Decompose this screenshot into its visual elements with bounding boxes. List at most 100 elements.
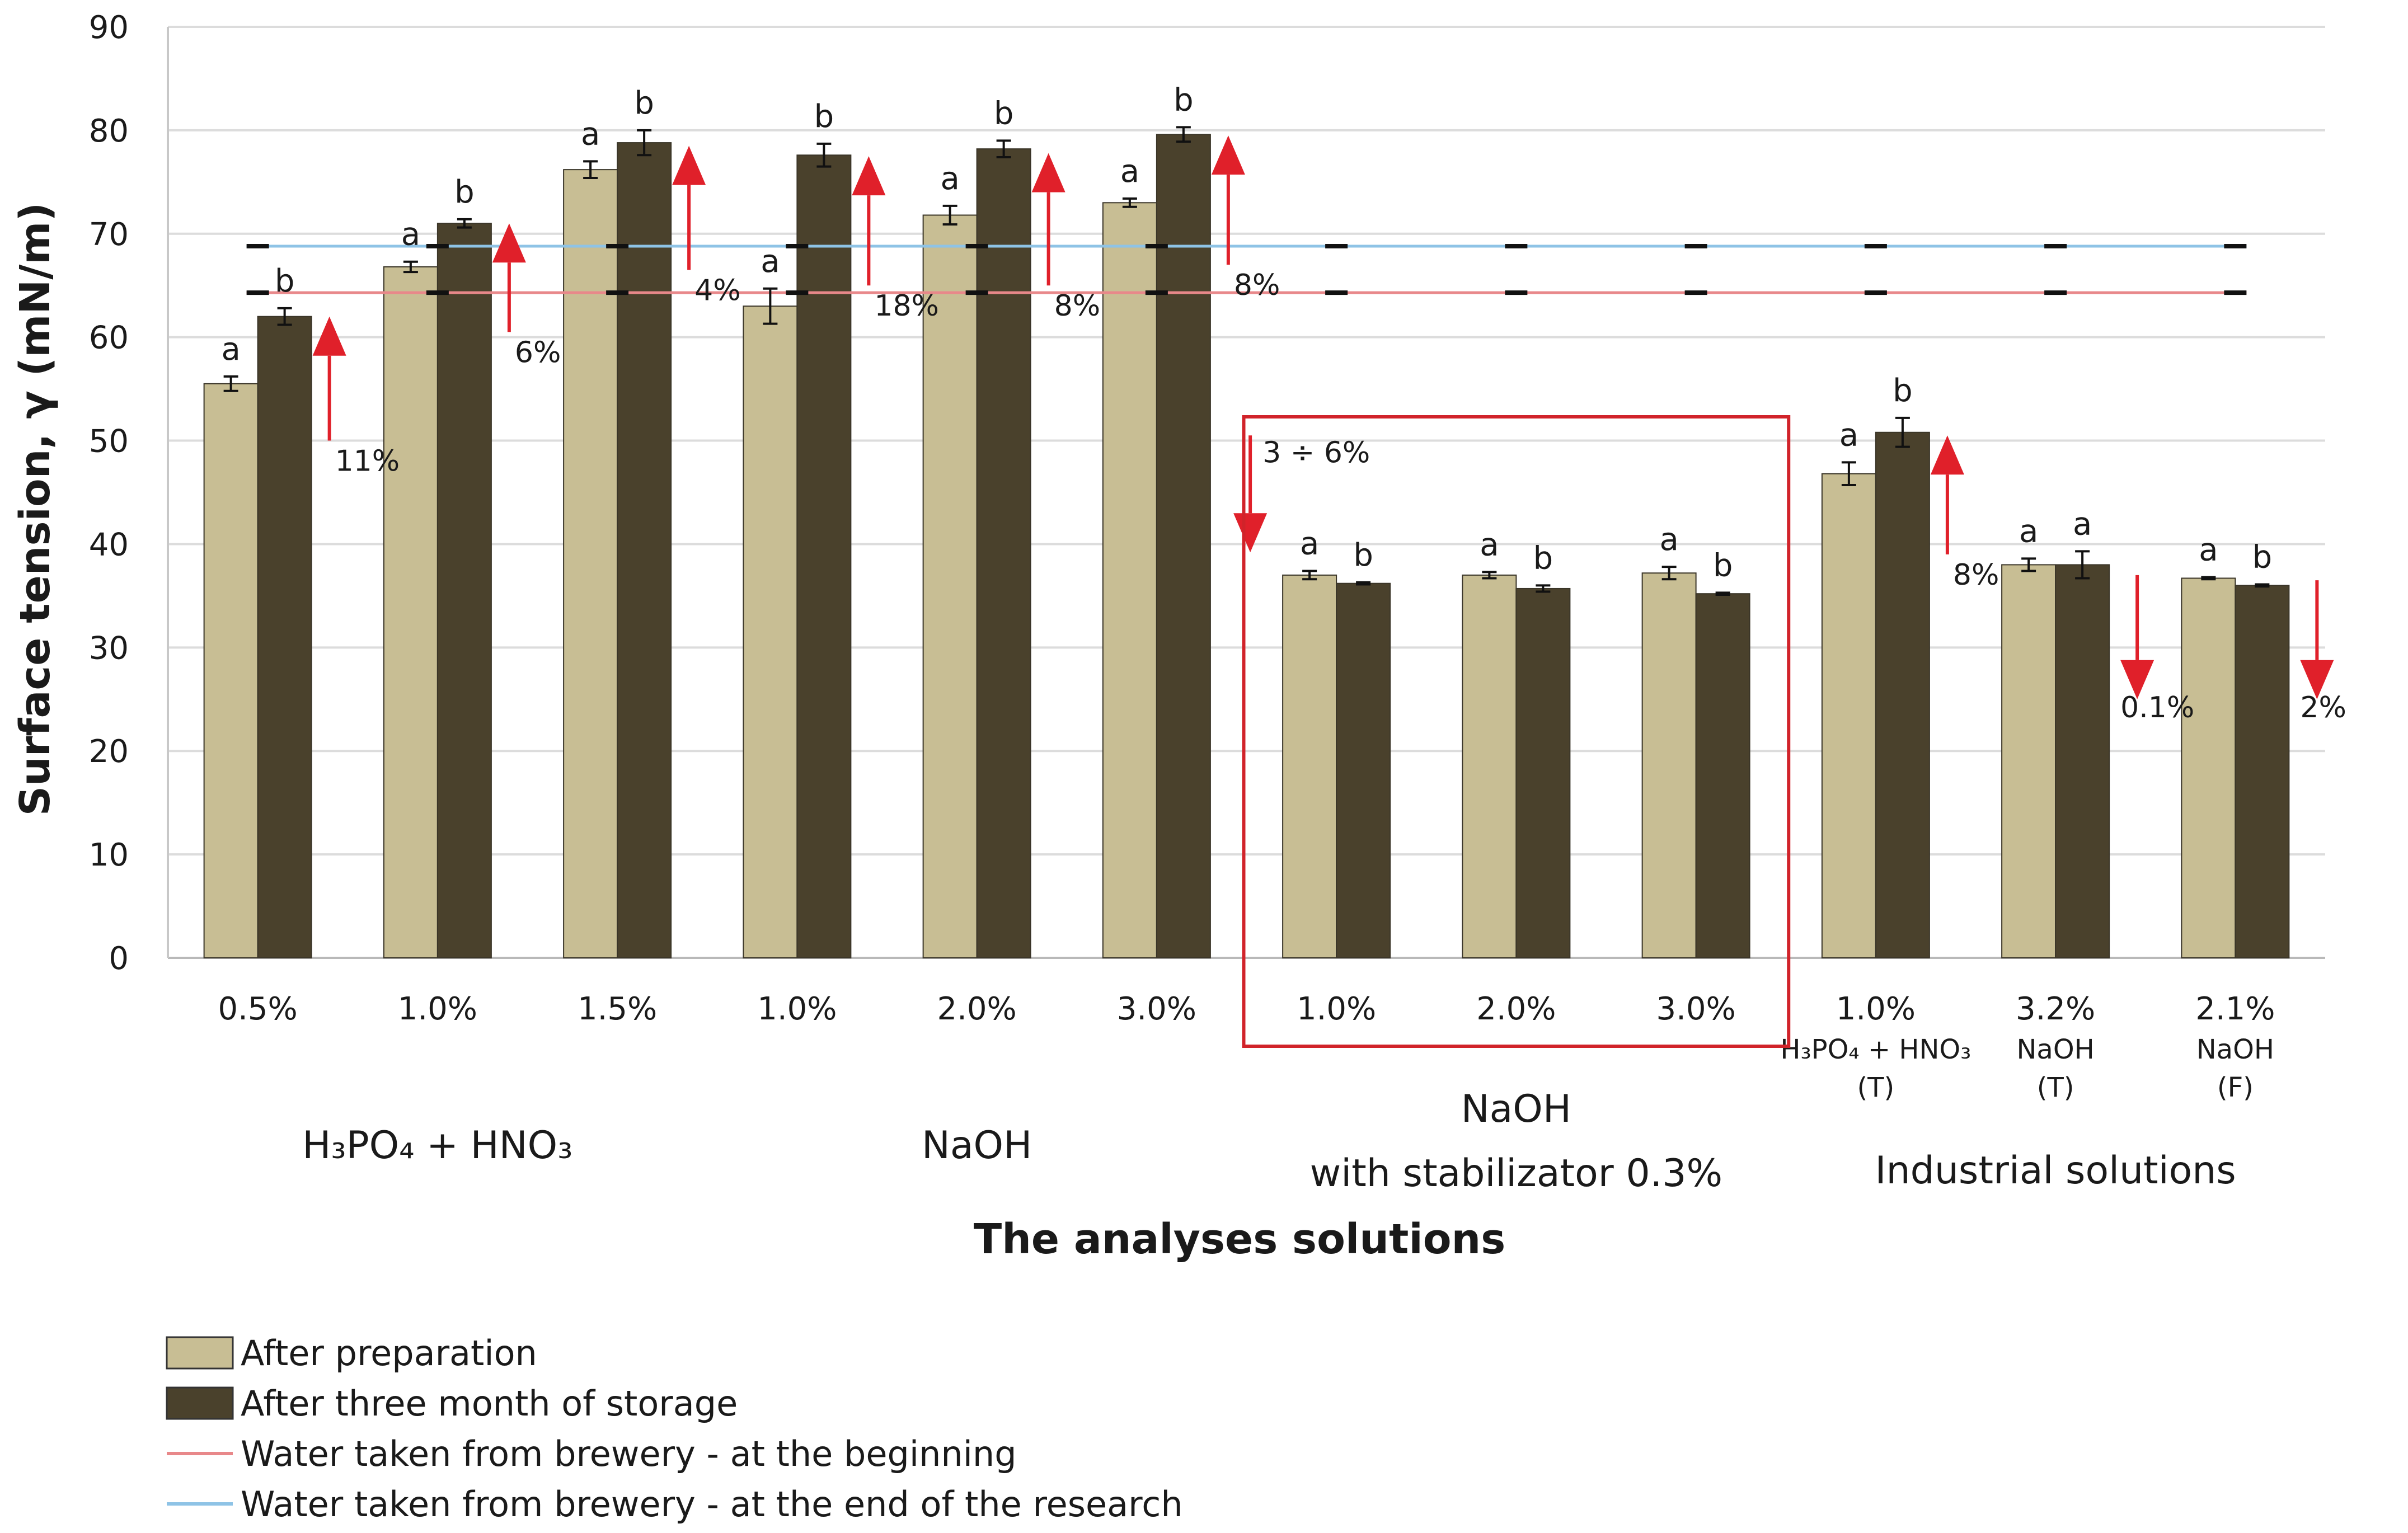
legend-label: After preparation	[241, 1333, 537, 1374]
bars	[203, 134, 2290, 959]
y-tick-label: 90	[89, 10, 129, 46]
x-category-sublabel: NaOH	[2196, 1034, 2274, 1065]
bar-after-preparation	[2181, 577, 2236, 958]
change-percent-label: 3 ÷ 6%	[1262, 436, 1370, 469]
y-tick-label: 0	[109, 941, 129, 977]
x-category-label: 1.0%	[757, 991, 837, 1027]
significance-letter: b	[1174, 82, 1194, 118]
legend: After preparation After three month of st…	[166, 1333, 1183, 1525]
significance-letter: a	[2019, 513, 2038, 549]
change-percent-label: 8%	[1234, 269, 1280, 302]
bar-after-storage	[617, 142, 672, 958]
change-arrow-head	[312, 316, 346, 356]
bar-after-preparation	[2001, 564, 2057, 958]
x-category-sublabel: H₃PO₄ + HNO₃	[1780, 1034, 1971, 1065]
change-arrow-head	[2120, 660, 2154, 699]
group-label: with stabilizator 0.3%	[1310, 1151, 1722, 1196]
significance-letter: b	[2252, 539, 2273, 576]
significance-letter: b	[994, 95, 1014, 131]
change-arrows: 11% 6% 4% 18% 8% 8% 3 ÷ 6% 8% 0.1% 2%	[312, 135, 2346, 725]
group-label: Industrial solutions	[1875, 1149, 2236, 1193]
y-tick-label: 20	[89, 733, 129, 770]
bar-after-preparation	[922, 214, 978, 958]
bar-after-preparation	[1641, 572, 1697, 959]
significance-letter: b	[1713, 547, 1733, 584]
bar-after-storage	[2235, 585, 2290, 958]
significance-letter: a	[1839, 417, 1858, 453]
bar-after-storage	[2055, 564, 2110, 958]
x-category-sublabel: (T)	[2037, 1072, 2074, 1103]
bar-after-storage	[1336, 582, 1391, 959]
y-axis-ticks: 0 10 20 30 40 50 60 70 80 90	[89, 10, 129, 977]
legend-swatch	[166, 1336, 234, 1370]
x-category-label: 1.0%	[1297, 991, 1376, 1027]
significance-letter: a	[1300, 526, 1319, 562]
x-category-label: 2.1%	[2195, 991, 2275, 1027]
x-category-label: 2.0%	[937, 991, 1016, 1027]
bar-after-preparation	[203, 383, 259, 958]
x-category-label: 2.0%	[1476, 991, 1556, 1027]
change-arrow-head	[852, 156, 886, 196]
legend-label: After three month of storage	[241, 1383, 738, 1424]
x-category-label: 3.0%	[1656, 991, 1735, 1027]
bar-after-storage	[1695, 593, 1750, 959]
group-labels: H₃PO₄ + HNO₃ NaOH NaOH with stabilizator 0.…	[302, 1087, 2236, 1196]
significance-letter: a	[401, 217, 420, 253]
group-label: H₃PO₄ + HNO₃	[302, 1123, 572, 1168]
reference-lines	[246, 243, 2247, 295]
significance-letter: a	[1480, 526, 1499, 563]
y-tick-label: 10	[89, 837, 129, 873]
change-arrow-head	[1233, 513, 1268, 553]
change-arrow-head	[1930, 435, 1964, 475]
significance-letter: b	[275, 263, 295, 299]
bar-after-storage	[976, 148, 1031, 958]
x-category-label: 1.0%	[1836, 991, 1916, 1027]
y-tick-label: 60	[89, 320, 129, 356]
bar-after-storage	[1156, 134, 1211, 959]
change-percent-label: 18%	[874, 289, 939, 323]
significance-letter: b	[454, 174, 475, 210]
y-tick-label: 50	[89, 424, 129, 460]
change-arrow-head	[672, 145, 706, 185]
change-arrow-head	[492, 223, 526, 263]
bar-after-preparation	[1102, 202, 1157, 958]
significance-letter: b	[1533, 540, 1553, 576]
significance-letter: a	[1120, 153, 1139, 190]
x-category-label: 0.5%	[218, 991, 297, 1027]
error-bars	[223, 126, 2270, 596]
significance-letter: a	[940, 161, 959, 197]
significance-letter: a	[2073, 506, 2092, 542]
significance-letter: a	[581, 116, 600, 152]
x-category-sublabel: NaOH	[2017, 1034, 2095, 1065]
legend-label: Water taken from brewery - at the beginn…	[241, 1433, 1017, 1474]
bar-after-storage	[1875, 431, 1930, 958]
group-label: NaOH	[922, 1123, 1032, 1168]
change-percent-label: 6%	[515, 336, 561, 369]
significance-letter: a	[2199, 532, 2218, 568]
legend-label: Water taken from brewery - at the end of…	[241, 1484, 1183, 1525]
gridlines	[167, 26, 2325, 959]
x-category-label: 3.0%	[1117, 991, 1196, 1027]
x-category-label: 1.5%	[578, 991, 657, 1027]
bar-after-preparation	[743, 305, 798, 959]
y-tick-label: 80	[89, 113, 129, 149]
highlight-box	[1242, 415, 1791, 1048]
change-percent-label: 11%	[335, 445, 400, 478]
bar-after-storage	[1515, 587, 1571, 958]
significance-letter: b	[1893, 373, 1913, 409]
bar-after-storage	[257, 316, 312, 959]
y-tick-label: 30	[89, 630, 129, 666]
significance-letter: b	[1353, 537, 1373, 573]
bar-after-storage	[796, 154, 852, 958]
y-tick-label: 40	[89, 526, 129, 563]
bar-after-storage	[436, 223, 492, 958]
bar-after-preparation	[563, 169, 618, 959]
x-category-label: 1.0%	[398, 991, 477, 1027]
change-arrow-head	[1031, 153, 1065, 192]
change-percent-label: 2%	[2300, 691, 2346, 725]
change-percent-label: 0.1%	[2120, 691, 2194, 725]
bar-after-preparation	[1282, 574, 1337, 958]
x-category-sublabel: (F)	[2217, 1072, 2254, 1103]
